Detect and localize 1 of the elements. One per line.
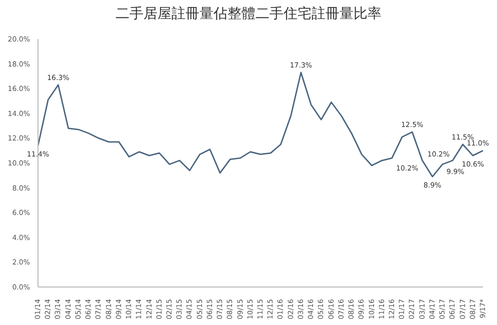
chart-title: 二手居屋註冊量佔整體二手住宅註冊量比率	[114, 5, 382, 24]
